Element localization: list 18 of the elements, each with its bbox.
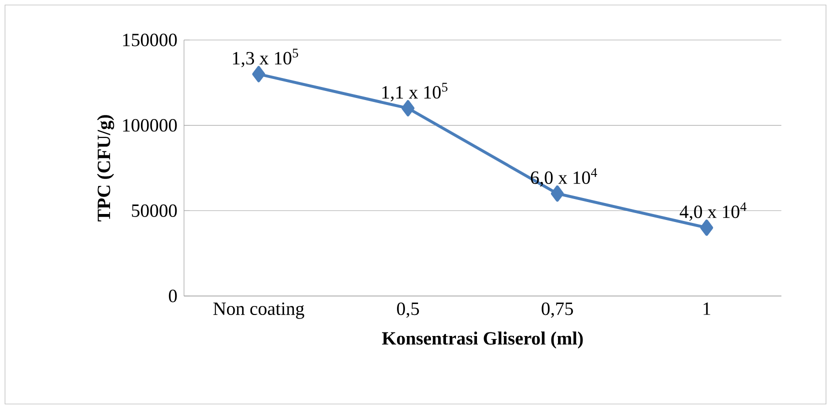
x-tick-label: 0,75	[542, 302, 573, 318]
annotation: 6,0 x 10$^{4}$	[530, 168, 598, 187]
x-axis-title: Konsentrasi Gliserol (ml)	[382, 332, 583, 348]
x-tick-label: Non coating	[213, 302, 304, 319]
x-tick-label: 0,5	[397, 302, 419, 318]
point	[700, 220, 714, 236]
annotation: 1,3 x 10$^{5}$	[233, 48, 298, 68]
y-tick-label: 50000	[132, 204, 177, 217]
y-axis-title: TPC (CFU/g)	[97, 115, 114, 222]
x-tick-label: 1	[704, 302, 710, 315]
y-tick-label: 150000	[123, 34, 177, 46]
point	[550, 185, 564, 202]
point	[402, 100, 414, 116]
annotation: 4,0 x 10$^{4}$	[680, 202, 746, 221]
y-tick-label: 100000	[123, 119, 177, 132]
y-tick-label: 0	[168, 290, 177, 302]
annotation: 1,1 x 10$^{5}$	[382, 82, 448, 102]
point	[252, 66, 266, 82]
